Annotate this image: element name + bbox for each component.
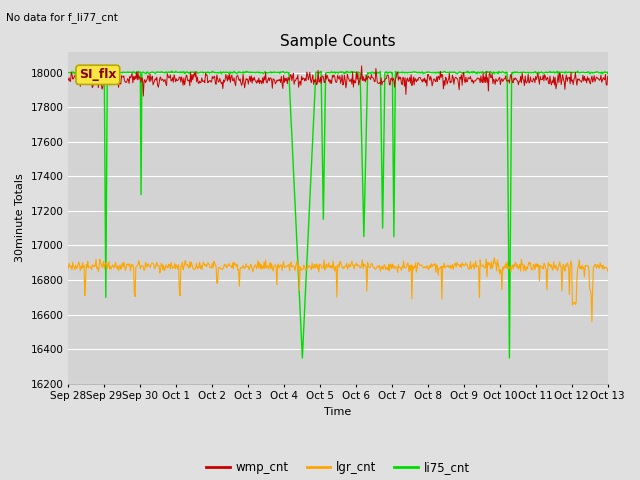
Text: No data for f_li77_cnt: No data for f_li77_cnt [6,12,118,23]
Text: SI_flx: SI_flx [79,68,116,81]
Y-axis label: 30minute Totals: 30minute Totals [15,173,25,262]
X-axis label: Time: Time [324,407,351,417]
Legend: wmp_cnt, lgr_cnt, li75_cnt: wmp_cnt, lgr_cnt, li75_cnt [202,456,474,479]
Title: Sample Counts: Sample Counts [280,34,396,49]
